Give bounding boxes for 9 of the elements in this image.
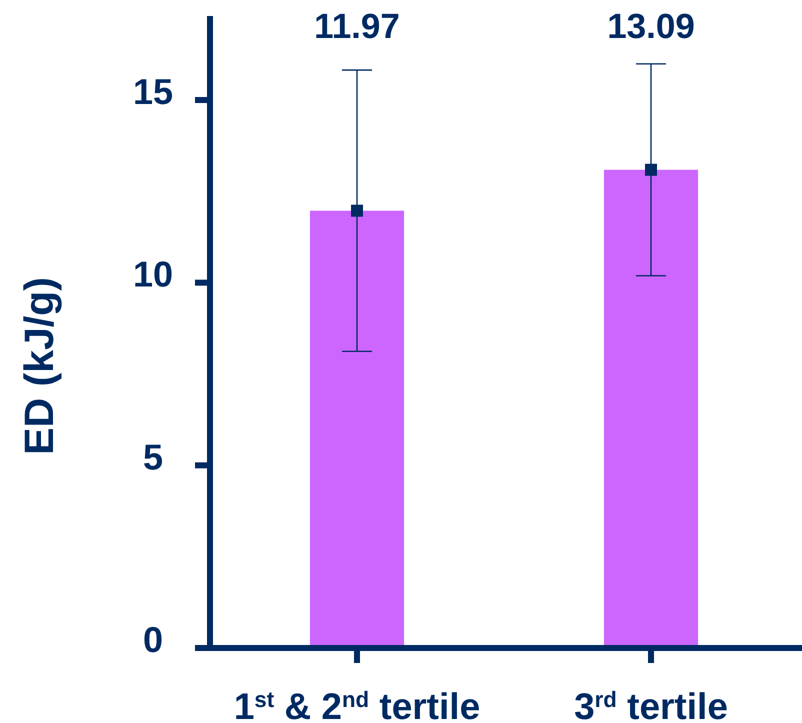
y-axis-title: ED (kJ/g) [16,277,62,455]
annotation: 13.09 [607,7,695,46]
y-tick-label: 10 [132,254,174,295]
y-tick-label: 15 [132,71,174,112]
y-tick-label: 0 [142,619,164,660]
x-tick-label: 3$^{rd}$ tertile [574,686,728,723]
x-tick-label: 1$^{st}$ & 2$^{nd}$ tertile [234,686,480,723]
annotation: 11.97 [314,7,400,46]
y-tick-label: 5 [142,436,164,478]
